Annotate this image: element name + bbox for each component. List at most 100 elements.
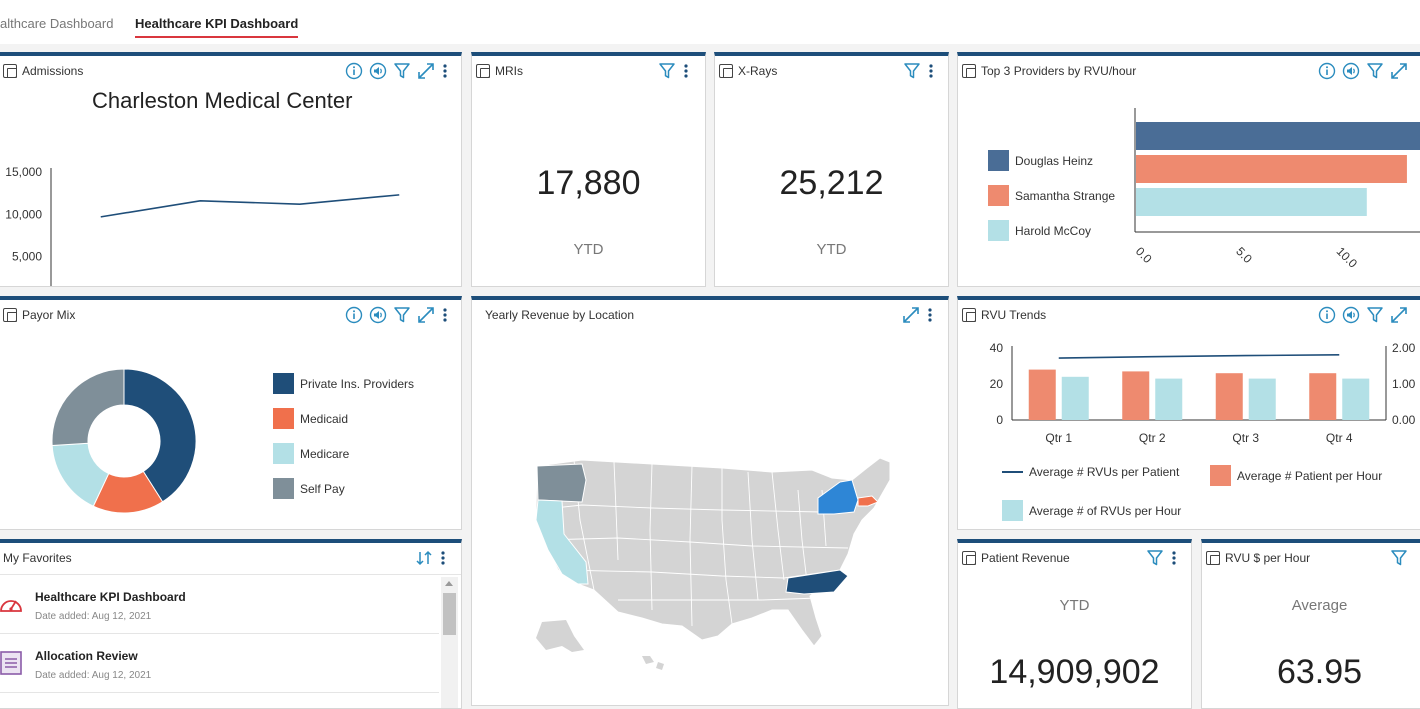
donut-slice: [51, 368, 125, 447]
x-tick-label: Qtr 4: [1326, 431, 1353, 445]
expand-icon[interactable]: [1390, 62, 1408, 80]
widget-icon: [476, 64, 490, 78]
legend-label: Medicaid: [300, 411, 349, 426]
tab-healthcare-dashboard[interactable]: althcare Dashboard: [0, 16, 114, 31]
patient-revenue-title: Patient Revenue: [981, 551, 1070, 565]
legend-label: Average # RVUs per Patient: [1029, 465, 1180, 479]
more-menu-icon[interactable]: [927, 62, 935, 80]
legend-item: Medicaid: [273, 408, 348, 429]
rvu-per-hour-average-label: Average: [1291, 597, 1348, 614]
bar-patients-per-hour: [1028, 369, 1056, 420]
patient-revenue-value: 14,909,902: [989, 653, 1160, 691]
payor-mix-title: Payor Mix: [22, 308, 76, 322]
speaker-icon[interactable]: [1342, 306, 1360, 324]
more-menu-icon[interactable]: [439, 549, 447, 567]
filter-icon[interactable]: [1390, 549, 1408, 567]
tab-healthcare-kpi-dashboard[interactable]: Healthcare KPI Dashboard: [135, 16, 299, 38]
bar-rvus-per-hour: [1342, 378, 1370, 420]
california-state: [535, 499, 589, 585]
bar-patients-per-hour: [1215, 373, 1243, 420]
legend-swatch: [273, 443, 294, 464]
admissions-card: Admissions Charleston Medical Center 15,…: [0, 52, 462, 287]
legend-swatch: [1210, 465, 1231, 486]
favorites-title: My Favorites: [3, 551, 72, 565]
filter-icon[interactable]: [1146, 549, 1164, 567]
revenue-map-title: Yearly Revenue by Location: [485, 308, 634, 322]
legend-label: Average # Patient per Hour: [1237, 468, 1383, 483]
expand-icon[interactable]: [902, 306, 920, 324]
new-york-state: [817, 479, 859, 515]
filter-icon[interactable]: [1366, 306, 1384, 324]
more-menu-icon[interactable]: [682, 62, 690, 80]
widget-icon: [962, 551, 976, 565]
scrollbar-thumb[interactable]: [443, 593, 456, 635]
filter-icon[interactable]: [658, 62, 676, 80]
info-icon[interactable]: [345, 306, 363, 324]
favorite-title: Healthcare KPI Dashboard: [35, 590, 186, 604]
speaker-icon[interactable]: [369, 306, 387, 324]
widget-icon: [1206, 551, 1220, 565]
filter-icon[interactable]: [1366, 62, 1384, 80]
x-tick-label: 10.0: [1334, 244, 1361, 271]
info-icon[interactable]: [345, 62, 363, 80]
left-tick-label: 0: [996, 413, 1003, 427]
legend-item: Private Ins. Providers: [273, 373, 414, 394]
bar-rvus-per-hour: [1248, 378, 1276, 420]
left-tick-label: 20: [990, 377, 1004, 391]
hawaii-state: [642, 656, 664, 670]
bar-patients-per-hour: [1122, 371, 1150, 420]
favorite-date: Date added: Aug 12, 2021: [35, 611, 152, 622]
rvu-combo-chart: 40 20 0 2.00 1.00 0.00 Qtr 1 Qtr 2 Qtr 3 Qtr 4: [990, 341, 1416, 445]
legend-label: Harold McCoy: [1015, 223, 1092, 238]
xrays-card: X-Rays 25,212 YTD: [714, 52, 949, 287]
legend-item: Self Pay: [273, 478, 345, 499]
favorite-item[interactable]: Healthcare KPI Dashboard Date added: Aug…: [0, 575, 439, 634]
expand-icon[interactable]: [417, 62, 435, 80]
admissions-title: Admissions: [22, 64, 84, 78]
more-menu-icon[interactable]: [441, 306, 449, 324]
filter-icon[interactable]: [393, 306, 411, 324]
favorites-scrollbar[interactable]: [441, 577, 458, 708]
speaker-icon[interactable]: [369, 62, 387, 80]
legend-item: Samantha Strange: [988, 185, 1115, 206]
expand-icon[interactable]: [417, 306, 435, 324]
legend-item: Average # RVUs per Patient: [1002, 465, 1179, 479]
filter-icon[interactable]: [903, 62, 921, 80]
bar-patients-per-hour: [1309, 373, 1337, 420]
rvu-per-hour-value: 63.95: [1276, 653, 1363, 691]
x-tick-label: Qtr 3: [1232, 431, 1259, 445]
gauge-icon: [0, 600, 22, 612]
legend-label: Average # of RVUs per Hour: [1029, 503, 1182, 518]
legend-swatch: [273, 478, 294, 499]
provider-bar: [1136, 155, 1407, 183]
legend-item: Douglas Heinz: [988, 150, 1093, 171]
info-icon[interactable]: [1318, 306, 1336, 324]
oregon-state: [536, 463, 587, 503]
scroll-up-arrow[interactable]: [445, 581, 453, 586]
us-map: [535, 457, 891, 670]
favorite-title: Allocation Review: [35, 649, 138, 663]
y-tick-label: 5,000: [12, 250, 42, 264]
sort-icon[interactable]: [415, 549, 433, 567]
widget-icon: [719, 64, 733, 78]
expand-icon[interactable]: [1390, 306, 1408, 324]
y-tick-label: 15,000: [5, 165, 42, 179]
speaker-icon[interactable]: [1342, 62, 1360, 80]
x-tick-label: 5.0: [1233, 244, 1255, 266]
x-tick-label: Qtr 1: [1045, 431, 1072, 445]
favorite-item[interactable]: Allocation Review Date added: Aug 12, 20…: [0, 634, 439, 693]
filter-icon[interactable]: [393, 62, 411, 80]
rvu-per-hour-card: RVU $ per Hour Average 63.95: [1201, 539, 1420, 709]
legend-item: Harold McCoy: [988, 220, 1091, 241]
x-tick-label: 0.0: [1133, 244, 1155, 266]
more-menu-icon[interactable]: [441, 62, 449, 80]
legend-item: Medicare: [273, 443, 349, 464]
mris-title: MRIs: [495, 64, 523, 78]
more-menu-icon[interactable]: [1170, 549, 1178, 567]
provider-bar: [1136, 188, 1367, 216]
legend-label: Self Pay: [300, 481, 345, 496]
info-icon[interactable]: [1318, 62, 1336, 80]
widget-icon: [3, 308, 17, 322]
more-menu-icon[interactable]: [926, 306, 934, 324]
